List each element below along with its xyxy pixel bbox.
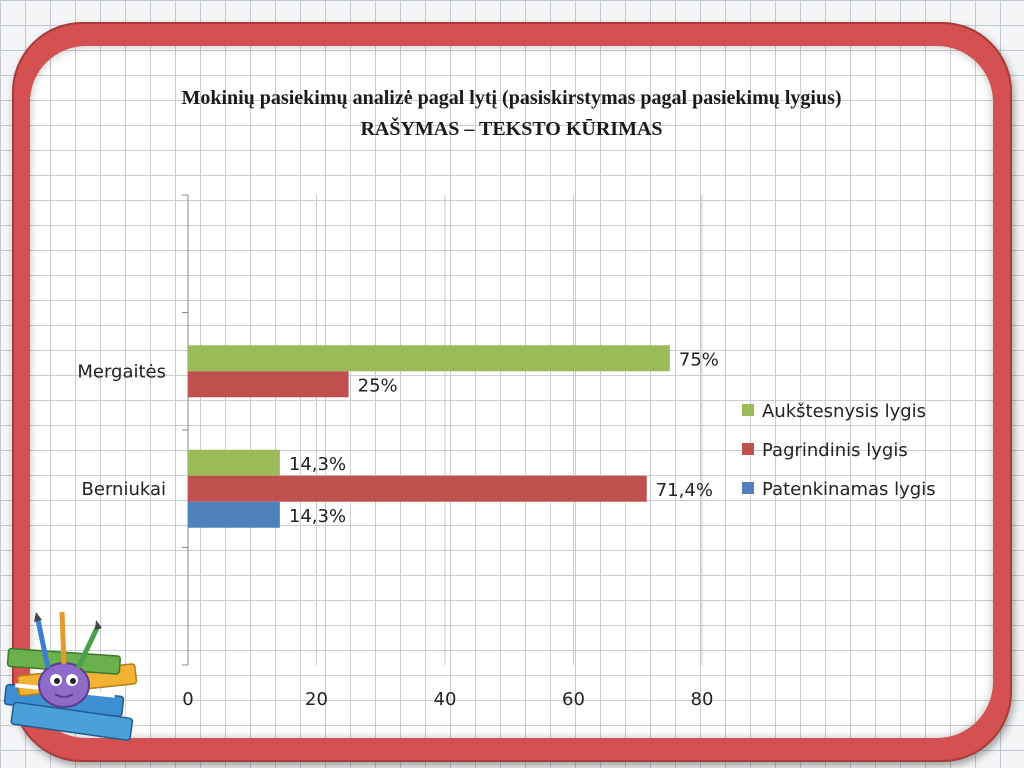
bars — [188, 345, 670, 528]
legend-swatch — [742, 482, 754, 494]
bar — [188, 501, 280, 528]
category-label: Berniukai — [82, 479, 166, 500]
slide-content-area — [30, 46, 993, 738]
pencil-and-books-icon — [3, 611, 138, 741]
chart-subtitle: RAŠYMAS – TEKSTO KŪRIMAS — [360, 118, 663, 140]
x-tick-label: 40 — [434, 689, 457, 710]
data-label: 14,3% — [289, 506, 346, 527]
bar — [188, 371, 349, 398]
data-label: 71,4% — [656, 480, 713, 501]
data-labels: 75% 25% 14,3% 71,4% 14,3% — [289, 349, 719, 527]
x-tick-label: 0 — [182, 689, 193, 710]
legend-label: Aukštesnysis lygis — [762, 401, 926, 422]
axes: 0 20 40 60 80 Mergaitės Berniukai — [77, 194, 714, 710]
gridlines — [316, 195, 703, 665]
data-label: 75% — [679, 349, 719, 370]
legend-label: Pagrindinis lygis — [762, 440, 908, 461]
legend-swatch — [742, 443, 754, 455]
legend: Aukštesnysis lygis Pagrindinis lygis Paten… — [742, 401, 936, 500]
category-label: Mergaitės — [77, 361, 166, 382]
legend-swatch — [742, 404, 754, 416]
data-label: 25% — [358, 375, 398, 396]
chart-title: Mokinių pasiekimų analizė pagal lytį (pa… — [181, 87, 842, 109]
bar — [188, 449, 280, 476]
bar — [188, 345, 670, 372]
legend-label: Patenkinamas lygis — [762, 479, 936, 500]
x-tick-label: 80 — [691, 689, 714, 710]
x-tick-label: 20 — [305, 689, 328, 710]
bar — [188, 475, 647, 502]
data-label: 14,3% — [289, 454, 346, 475]
x-tick-label: 60 — [562, 689, 585, 710]
